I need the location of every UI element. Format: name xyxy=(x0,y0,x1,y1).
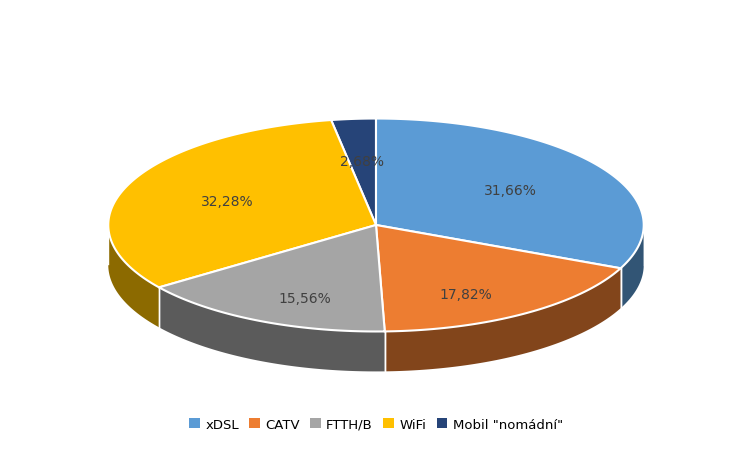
Text: 2,68%: 2,68% xyxy=(341,155,384,169)
Polygon shape xyxy=(376,226,620,331)
Polygon shape xyxy=(376,119,644,269)
Text: 15,56%: 15,56% xyxy=(279,292,332,306)
Polygon shape xyxy=(620,226,644,308)
Polygon shape xyxy=(385,269,620,372)
Text: 32,28%: 32,28% xyxy=(201,194,253,208)
Polygon shape xyxy=(331,119,376,226)
Polygon shape xyxy=(108,225,159,327)
Legend: xDSL, CATV, FTTH/B, WiFi, Mobil "nomádní": xDSL, CATV, FTTH/B, WiFi, Mobil "nomádní… xyxy=(184,412,568,436)
Text: 17,82%: 17,82% xyxy=(439,287,492,301)
Text: 31,66%: 31,66% xyxy=(484,184,537,198)
Polygon shape xyxy=(108,121,376,288)
Polygon shape xyxy=(159,226,385,332)
Polygon shape xyxy=(159,288,385,372)
